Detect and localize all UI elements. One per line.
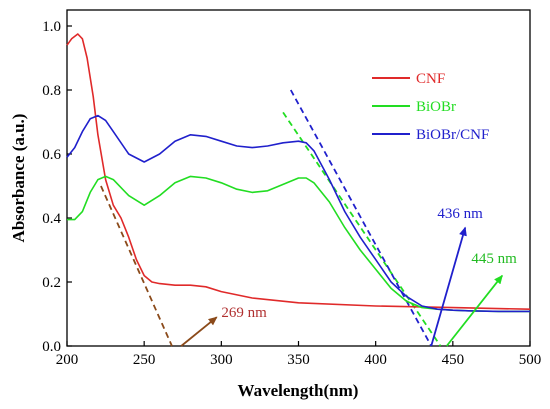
tangent-line-cnf [100,185,173,347]
y-tick-label: 1.0 [42,19,61,35]
annotation-arrow [180,316,218,347]
x-tick-label: 450 [442,352,465,368]
legend-label: CNF [416,71,445,87]
annotation-label: 445 nm [471,251,517,267]
x-axis-title: Wavelength(nm) [238,381,359,400]
annotation-label: 269 nm [221,305,267,321]
y-tick-label: 0.0 [42,339,61,355]
x-tick-label: 500 [519,352,542,368]
legend-label: BiOBr [416,99,456,115]
y-tick-label: 0.8 [42,83,61,99]
legend: CNF BiOBr BiOBr/CNF [372,71,489,143]
annotation-arrow [445,274,503,347]
y-tick-label: 0.6 [42,147,61,163]
y-axis-title: Absorbance (a.u.) [9,114,28,243]
y-tick-label: 0.4 [42,211,61,227]
x-tick-label: 300 [210,352,233,368]
annotation-arrow [430,226,467,347]
annotation-label: 436 nm [437,206,483,222]
x-tick-label: 250 [133,352,156,368]
legend-label: BiOBr/CNF [416,127,489,143]
y-tick-label: 0.2 [42,275,61,291]
x-tick-label: 200 [56,352,79,368]
tangent-line-biobr [282,111,442,347]
series-line-biobr-cnf [66,114,530,313]
series-line-cnf [66,33,531,310]
x-tick-label: 350 [287,352,310,368]
series-line-biobr [67,175,530,313]
tangent-line-biobr-cnf [289,89,433,347]
x-tick-label: 400 [364,352,387,368]
